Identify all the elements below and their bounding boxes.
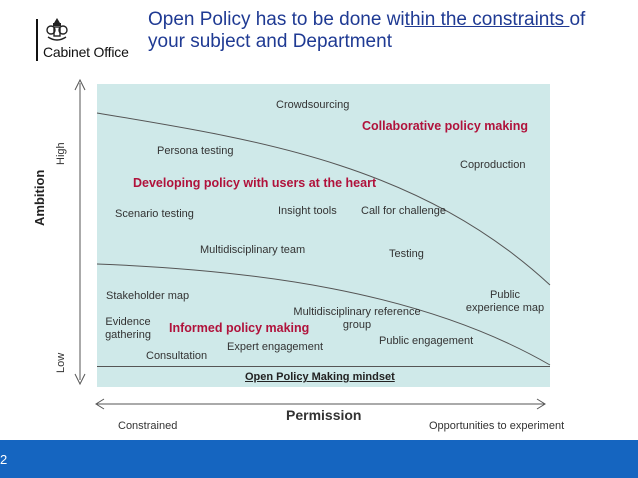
logo-text: Cabinet Office	[43, 44, 129, 60]
logo-divider	[36, 19, 38, 61]
item-multidisciplinary-reference-group: Multidisciplinary reference group	[284, 306, 430, 332]
y-axis-high-label: High	[55, 142, 67, 165]
public-experience-map-line1: Public	[490, 289, 520, 301]
item-crowdsourcing: Crowdsourcing	[276, 99, 350, 111]
royal-crest-icon	[46, 18, 68, 41]
x-axis-right-arrow	[536, 398, 546, 410]
zone-developing: Developing policy with users at the hear…	[133, 176, 377, 190]
title-part1: Open Policy has to be done wi	[148, 9, 405, 30]
y-axis-down-arrow	[74, 373, 86, 386]
x-axis-right-label: Opportunities to experiment	[429, 420, 565, 432]
item-multidisciplinary-team: Multidisciplinary team	[200, 244, 306, 256]
evidence-gathering-line1: Evidence	[105, 316, 151, 328]
y-axis-up-arrow	[74, 78, 86, 91]
item-evidence-gathering: Evidence gathering	[100, 316, 156, 342]
item-coproduction: Coproduction	[460, 159, 526, 171]
footer-bar	[0, 440, 638, 478]
mindset-label: Open Policy Making mindset	[245, 371, 395, 383]
item-consultation: Consultation	[146, 350, 208, 362]
y-axis-title: Ambition	[32, 169, 47, 226]
zone-collaborative: Collaborative policy making	[362, 119, 529, 133]
item-public-engagement: Public engagement	[379, 335, 474, 347]
lower-curve	[96, 263, 551, 366]
public-experience-map-line2: experience map	[465, 302, 545, 314]
zone-informed: Informed policy making	[169, 321, 310, 335]
x-axis-left-label: Constrained	[118, 420, 178, 432]
title-line2: your subject and Department	[148, 31, 392, 52]
diagram-panel	[97, 84, 550, 367]
x-axis-left-arrow	[95, 398, 105, 410]
upper-curve	[96, 112, 551, 286]
item-public-experience-map: Public experience map	[463, 289, 547, 315]
item-insight-tools: Insight tools	[278, 205, 337, 217]
item-persona-testing: Persona testing	[157, 145, 234, 157]
evidence-gathering-line2: gathering	[105, 329, 151, 341]
y-axis-low-label: Low	[55, 352, 67, 373]
mindset-divider	[97, 366, 550, 367]
page-number: 2	[0, 452, 8, 467]
item-testing: Testing	[389, 248, 424, 260]
multi-ref-group-line2: group	[342, 319, 372, 331]
multi-ref-group-line1: Multidisciplinary reference	[293, 306, 421, 318]
item-expert-engagement: Expert engagement	[227, 341, 324, 353]
x-axis-title: Permission	[286, 407, 362, 423]
item-stakeholder-map: Stakeholder map	[106, 290, 190, 302]
slide-title: Open Policy has to be done within the co…	[148, 9, 628, 53]
title-underlined: thin the constraints	[404, 9, 570, 30]
item-call-for-challenge: Call for challenge	[361, 205, 446, 217]
title-part3: of	[569, 9, 586, 30]
mindset-strip	[97, 367, 550, 387]
item-scenario-testing: Scenario testing	[115, 208, 194, 220]
